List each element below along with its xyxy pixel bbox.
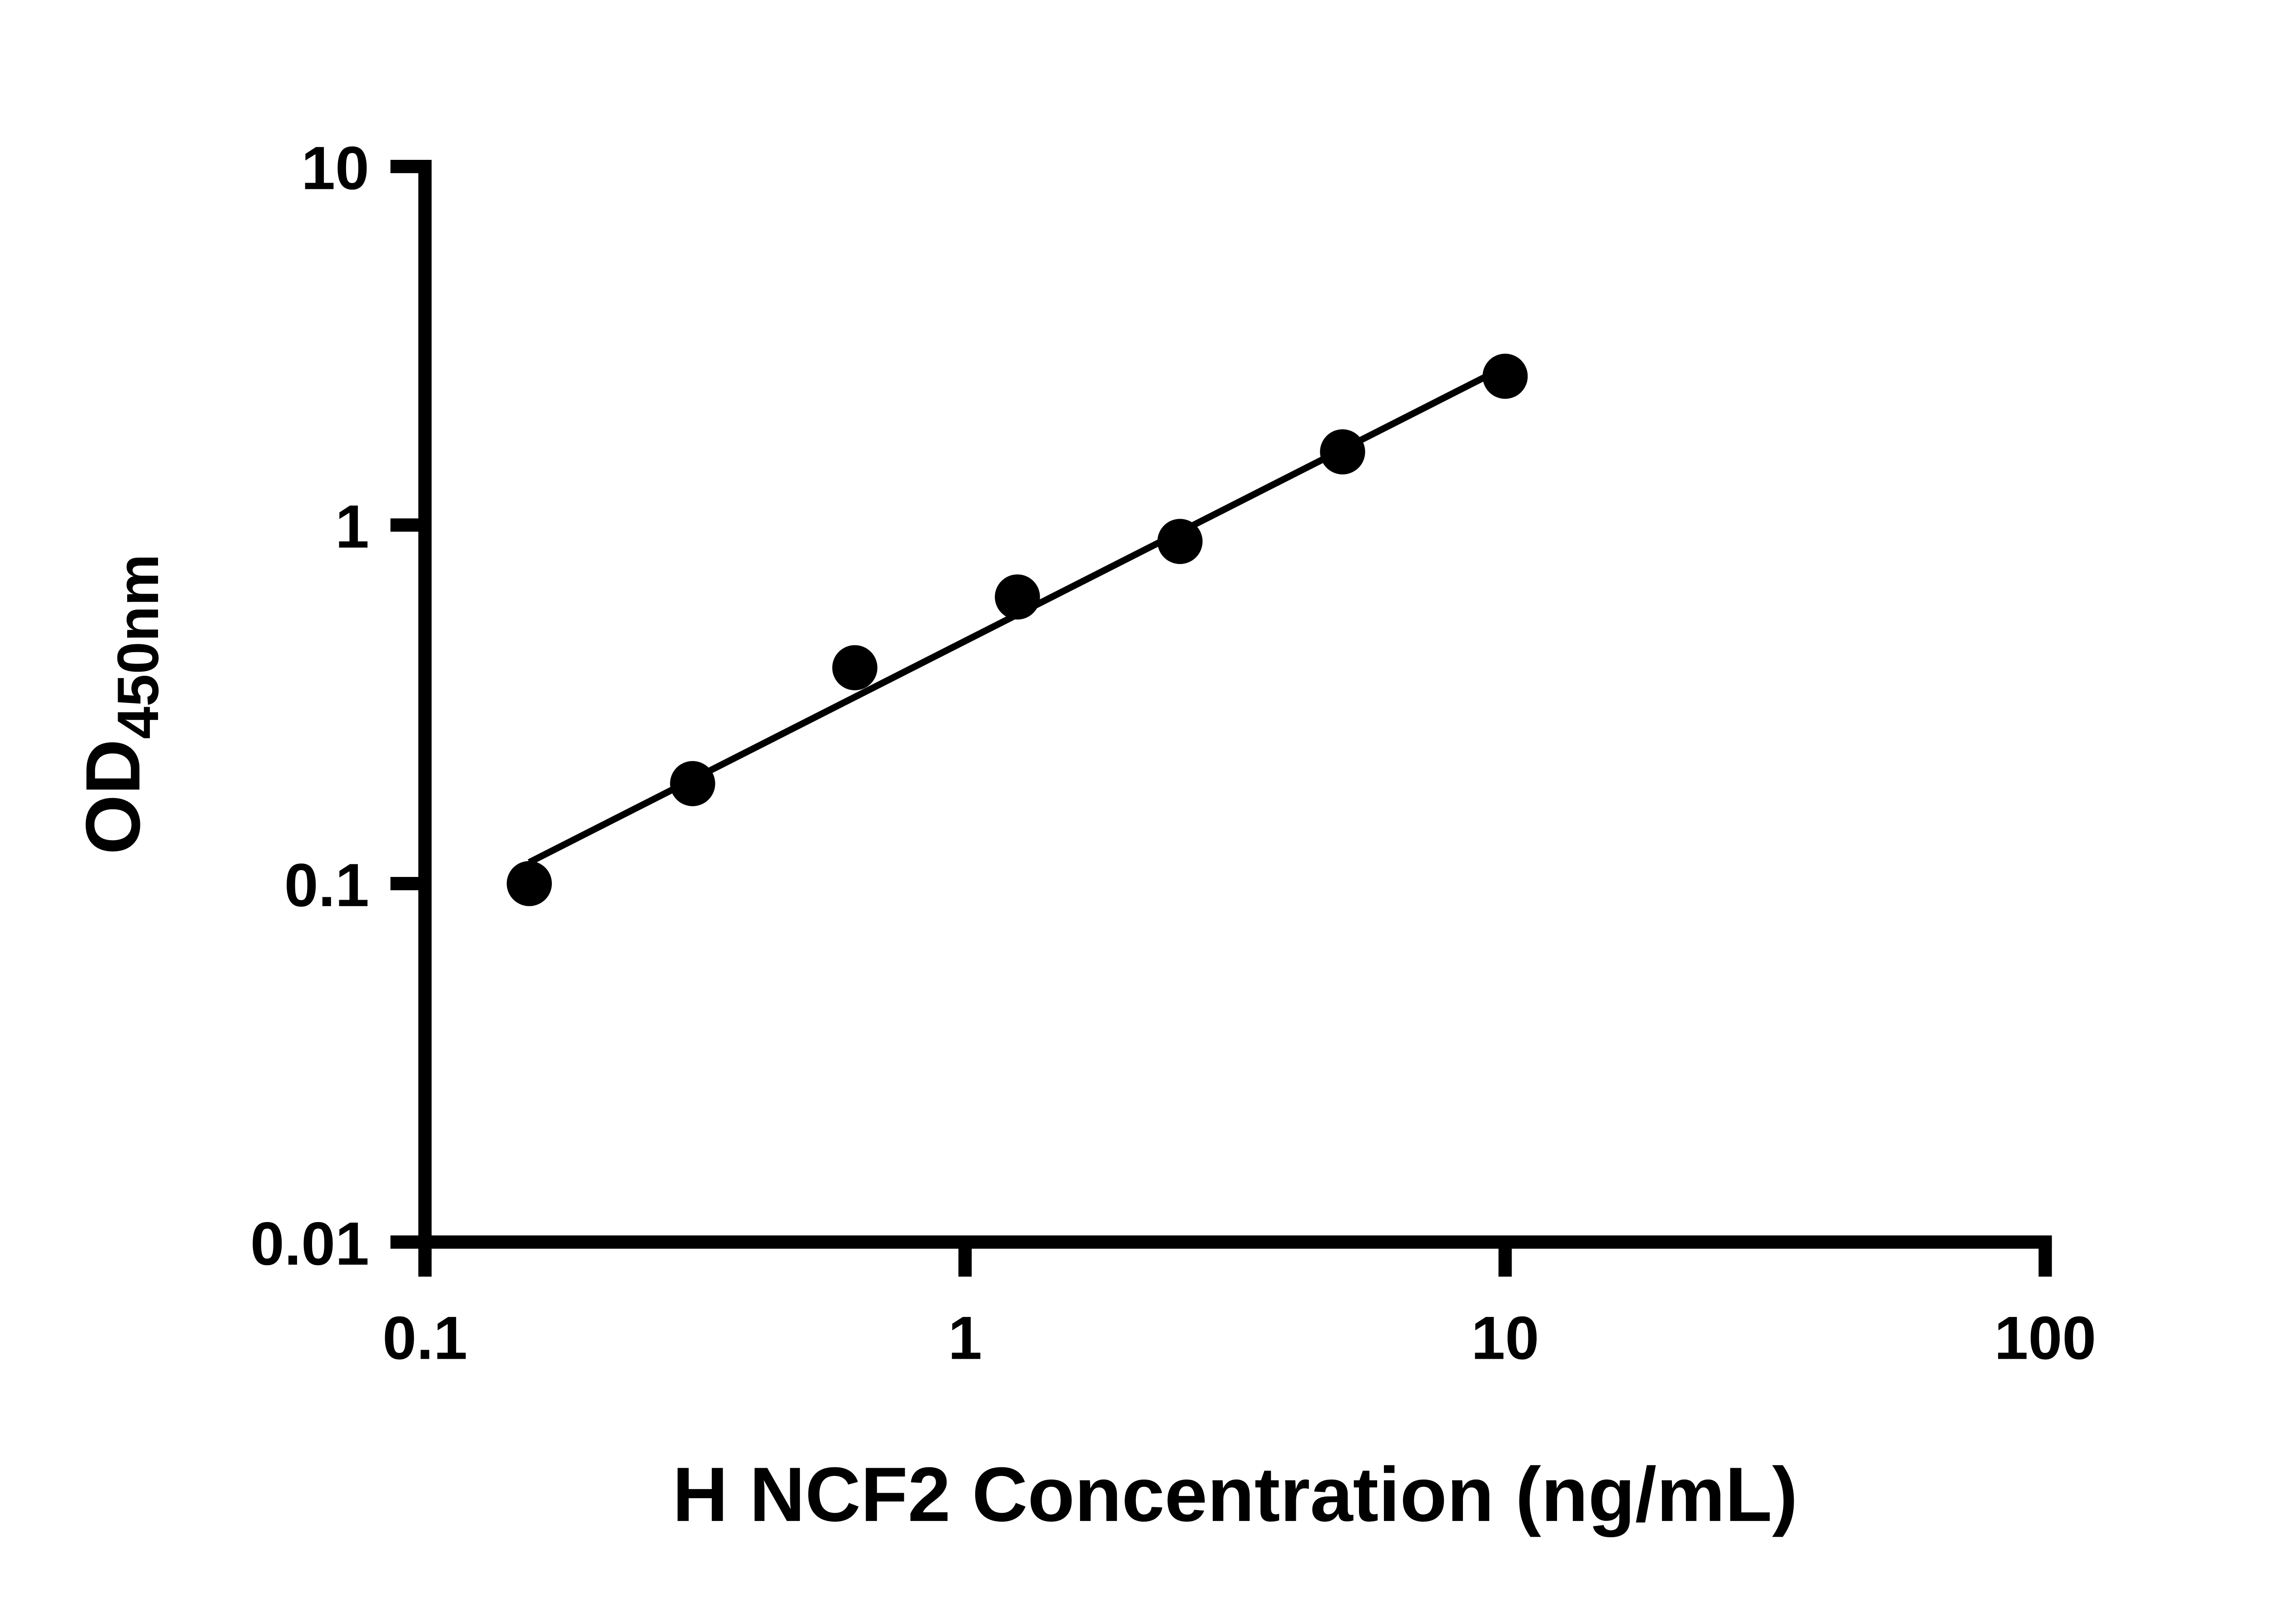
y-tick-label: 10 [301,134,369,203]
x-tick-label: 100 [1994,1304,2096,1372]
y-axis-title-subscript: 450nm [106,554,171,739]
data-point [506,861,552,906]
x-axis-title: H NCF2 Concentration (ng/mL) [672,1451,1798,1537]
data-point [995,574,1040,620]
x-tick-label: 10 [1471,1304,1539,1372]
y-tick-label: 0.01 [250,1209,369,1278]
x-tick-label: 1 [948,1304,982,1372]
y-axis-title-main: OD [69,739,156,855]
plot-series [506,354,1528,906]
data-point [832,645,878,691]
y-tick-label: 0.1 [284,851,369,920]
y-axis-title: OD450nm [69,554,171,855]
x-tick-label: 0.1 [382,1304,467,1372]
y-tick-label: 1 [335,492,369,561]
data-point [1483,354,1528,399]
data-point [1320,429,1365,475]
data-point [670,761,715,807]
data-point [1157,519,1203,564]
